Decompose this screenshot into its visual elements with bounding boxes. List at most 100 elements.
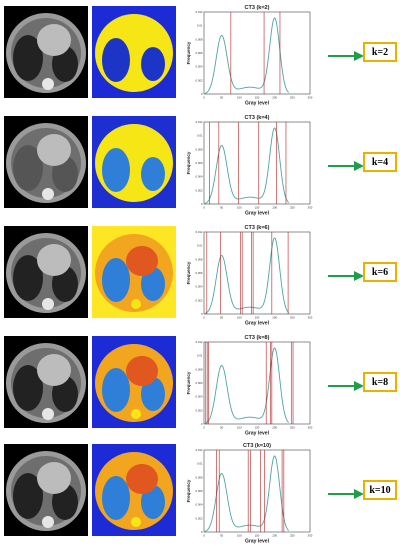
x-axis-label: Gray level (245, 101, 270, 107)
x-tick-label: 100 (237, 316, 242, 320)
histogram-curve (204, 17, 290, 94)
x-tick-label: 300 (308, 534, 313, 538)
y-tick-label: 0.012 (196, 448, 203, 452)
x-tick-label: 0 (203, 316, 205, 320)
x-tick-label: 150 (255, 426, 260, 430)
x-tick-label: 300 (308, 316, 313, 320)
y-tick-label: 0.006 (196, 381, 203, 385)
x-tick-label: 150 (255, 96, 260, 100)
y-tick-label: 0.012 (196, 120, 203, 124)
histogram-plot: CT3 (k=6) 0 50 100 150 200 250 300 0 0.002 0.004 0.… (186, 225, 313, 327)
k-value-label: k=2 (363, 42, 397, 62)
histogram-panel: CT3 (k=2) 0 50 100 150 200 250 300 0 0.002 0.004 0.… (182, 2, 324, 108)
plot-title: CT3 (k=4) (245, 115, 270, 121)
y-tick-label: 0.008 (196, 475, 203, 479)
y-axis-label: Frequency (186, 41, 191, 64)
plot-frame (203, 341, 311, 425)
y-tick-label: 0.01 (197, 354, 203, 358)
histogram-panel: CT3 (k=6) 0 50 100 150 200 250 300 0 0.002 0.004 0.… (182, 222, 324, 328)
y-tick-label: 0.01 (197, 24, 203, 28)
y-tick-label: 0.006 (196, 271, 203, 275)
histogram-plot: CT3 (k=2) 0 50 100 150 200 250 300 0 0.002 0.004 0.… (186, 5, 313, 107)
y-tick-label: 0.006 (196, 161, 203, 165)
arrow-right-icon (328, 158, 364, 171)
ct-scan-image (4, 336, 88, 428)
x-tick-label: 300 (308, 426, 313, 430)
x-tick-label: 250 (290, 316, 295, 320)
ct-scan-image (4, 444, 88, 536)
y-tick-label: 0 (201, 312, 203, 316)
y-tick-label: 0 (201, 92, 203, 96)
x-tick-label: 200 (272, 534, 277, 538)
histogram-plot: CT3 (k=10) 0 50 100 150 200 250 300 0 0.002 0.004 0… (186, 443, 313, 545)
x-tick-label: 0 (203, 96, 205, 100)
y-axis-label: Frequency (186, 371, 191, 394)
y-tick-label: 0.002 (196, 298, 203, 302)
y-tick-label: 0.006 (196, 489, 203, 493)
y-tick-label: 0.008 (196, 367, 203, 371)
y-tick-label: 0 (201, 422, 203, 426)
segmented-image (92, 116, 176, 208)
plot-title: CT3 (k=8) (245, 335, 270, 341)
segmented-image (92, 6, 176, 98)
y-tick-label: 0.008 (196, 257, 203, 261)
segmented-image (92, 336, 176, 428)
arrow-right-icon (328, 486, 364, 499)
plot-frame (203, 231, 311, 315)
y-tick-label: 0 (201, 530, 203, 534)
x-tick-label: 0 (203, 426, 205, 430)
histogram-plot: CT3 (k=4) 0 50 100 150 200 250 300 0 0.002 0.004 0.… (186, 115, 313, 217)
arrow-right-icon (328, 378, 364, 391)
segmented-image (92, 226, 176, 318)
x-tick-label: 200 (272, 426, 277, 430)
plot-title: CT3 (k=10) (243, 443, 271, 449)
y-tick-label: 0.004 (196, 65, 203, 69)
histogram-plot: CT3 (k=8) 0 50 100 150 200 250 300 0 0.002 0.004 0.… (186, 335, 313, 437)
ct-scan-image (4, 226, 88, 318)
plot-frame (203, 11, 311, 95)
x-tick-label: 200 (272, 96, 277, 100)
x-axis-label: Gray level (245, 539, 270, 545)
k-value-label: k=8 (363, 372, 397, 392)
y-tick-label: 0.012 (196, 340, 203, 344)
arrow-right-icon (328, 268, 364, 281)
result-row: CT3 (k=4) 0 50 100 150 200 250 300 0 0.002 0.004 0.… (0, 112, 400, 218)
plot-frame (203, 121, 311, 205)
x-tick-label: 200 (272, 206, 277, 210)
y-tick-label: 0.01 (197, 244, 203, 248)
x-tick-label: 50 (220, 316, 224, 320)
k-value-label: k=4 (363, 152, 397, 172)
y-tick-label: 0.006 (196, 51, 203, 55)
x-tick-label: 50 (220, 96, 224, 100)
x-axis-label: Gray level (245, 321, 270, 327)
y-tick-label: 0.004 (196, 395, 203, 399)
x-axis-label: Gray level (245, 211, 270, 217)
ct-scan-image (4, 116, 88, 208)
histogram-panel: CT3 (k=4) 0 50 100 150 200 250 300 0 0.002 0.004 0.… (182, 112, 324, 218)
x-tick-label: 150 (255, 206, 260, 210)
x-tick-label: 100 (237, 206, 242, 210)
x-tick-label: 50 (220, 206, 224, 210)
x-tick-label: 50 (220, 534, 224, 538)
x-tick-label: 150 (255, 534, 260, 538)
arrow-right-icon (328, 48, 364, 61)
y-tick-label: 0.008 (196, 147, 203, 151)
x-tick-label: 50 (220, 426, 224, 430)
x-tick-label: 300 (308, 206, 313, 210)
x-tick-label: 250 (290, 426, 295, 430)
plot-frame (203, 449, 311, 533)
y-axis-label: Frequency (186, 261, 191, 284)
plot-title: CT3 (k=6) (245, 225, 270, 231)
x-tick-label: 100 (237, 426, 242, 430)
y-tick-label: 0.012 (196, 230, 203, 234)
x-axis-label: Gray level (245, 431, 270, 437)
k-value-label: k=6 (363, 262, 397, 282)
x-tick-label: 250 (290, 96, 295, 100)
y-tick-label: 0.002 (196, 408, 203, 412)
x-tick-label: 100 (237, 534, 242, 538)
x-tick-label: 100 (237, 96, 242, 100)
histogram-curve (204, 347, 290, 424)
y-axis-label: Frequency (186, 151, 191, 174)
result-row: CT3 (k=10) 0 50 100 150 200 250 300 0 0.002 0.004 0… (0, 440, 400, 546)
ct-scan-image (4, 6, 88, 98)
